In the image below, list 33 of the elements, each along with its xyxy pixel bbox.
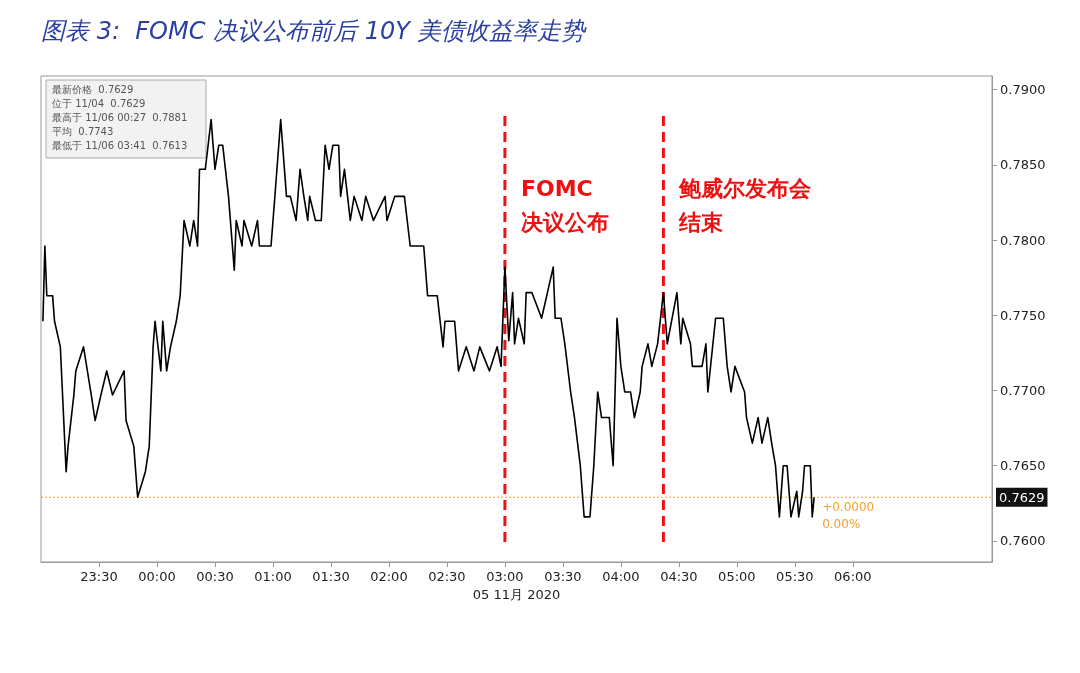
annotation: 最新价格 0.7629 (52, 83, 134, 95)
x-tick-label: 02:30 (428, 569, 466, 584)
annotation: 平均 0.7743 (52, 125, 114, 137)
chart-title: 图表 3: FOMC 决议公布前后 10Y 美债收益率走势 (41, 17, 588, 45)
annotation: 0.00% (822, 517, 861, 532)
x-tick-label: 01:30 (312, 569, 350, 584)
y-tick-label: 0.7900 (1000, 82, 1046, 98)
annotation: 位于 11/04 0.7629 (52, 97, 146, 109)
x-tick-label: 00:30 (196, 569, 234, 584)
ref-line-label: 0.7629 (999, 489, 1045, 505)
x-tick-label: 00:00 (138, 569, 176, 584)
y-tick-label: 0.7600 (1000, 533, 1046, 549)
annotation: 最低于 11/06 03:41 0.7613 (52, 139, 188, 151)
y-tick-label: 0.7650 (1000, 458, 1046, 474)
x-tick-label: 01:00 (254, 569, 292, 584)
y-tick-label: 0.7800 (1000, 232, 1046, 248)
y-tick-label: 0.7750 (1000, 307, 1046, 323)
y-tick-label: 0.7700 (1000, 382, 1046, 398)
annotation: +0.0000 (822, 500, 875, 515)
y-tick-label: 0.7850 (1000, 157, 1046, 173)
x-tick-label: 04:30 (660, 569, 698, 584)
x-tick-label: 23:30 (80, 569, 118, 584)
x-tick-label: 02:00 (370, 569, 408, 584)
x-tick-label: 06:00 (834, 569, 872, 584)
x-tick-label: 05:30 (776, 569, 814, 584)
ref-line-label: FOMC 决议公布 (520, 175, 609, 235)
x-tick-label: 05:00 (718, 569, 756, 584)
x-axis-title: 05 11月 2020 (472, 587, 561, 602)
ref-line-label: 鲍威尔发布会结束 (678, 175, 813, 235)
x-tick-label: 03:30 (544, 569, 582, 584)
x-tick-label: 04:00 (602, 569, 640, 584)
x-tick-label: 03:00 (486, 569, 524, 584)
annotation: 最高于 11/06 00:27 0.7881 (52, 111, 188, 123)
